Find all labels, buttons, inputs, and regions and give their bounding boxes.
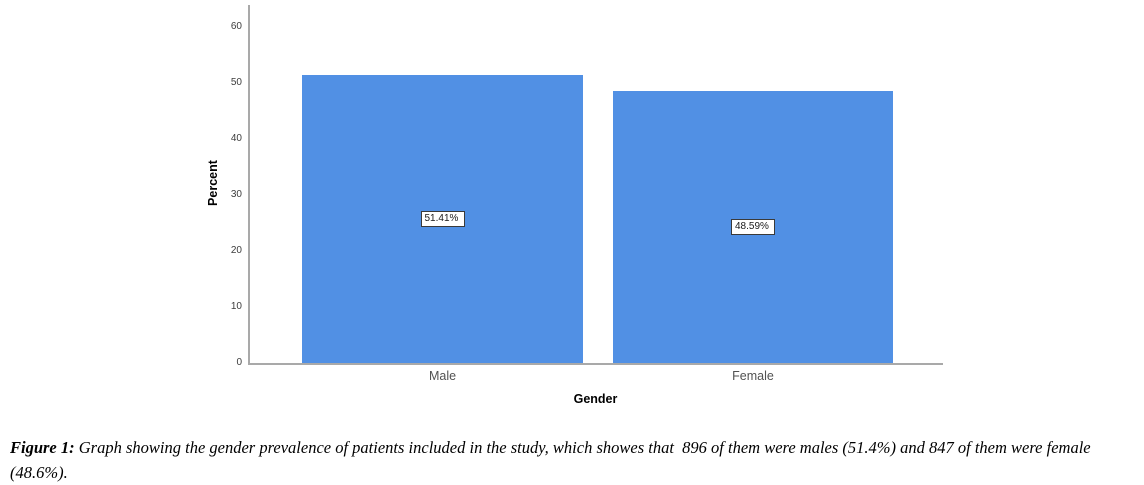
y-tick-label: 0 [236, 357, 242, 368]
bar-value-label-male: 51.41% [420, 211, 465, 228]
x-category-label-female: Female [732, 369, 774, 383]
y-axis-title: Percent [206, 160, 220, 206]
y-tick-label: 10 [230, 301, 242, 312]
x-category-label-male: Male [428, 369, 457, 383]
y-tick-label: 30 [230, 189, 242, 200]
y-tick-label: 50 [230, 77, 242, 88]
figure-caption-label: Figure 1: [10, 437, 75, 457]
figure-caption: Figure 1: Graph showing the gender preva… [10, 435, 1138, 485]
x-axis-title: Gender [573, 392, 618, 406]
x-axis-line [248, 363, 943, 365]
y-tick-label: 40 [230, 133, 242, 144]
y-tick-label: 60 [230, 21, 242, 32]
y-axis-line [248, 5, 250, 365]
y-tick-label: 20 [230, 245, 242, 256]
figure-caption-text: Graph showing the gender prevalence of p… [10, 437, 1095, 482]
bar-chart: Percent 0 10 20 30 40 50 60 51.41% Male 48.59% Fe… [206, 5, 943, 406]
bar-value-label-female: 48.59% [731, 218, 775, 235]
